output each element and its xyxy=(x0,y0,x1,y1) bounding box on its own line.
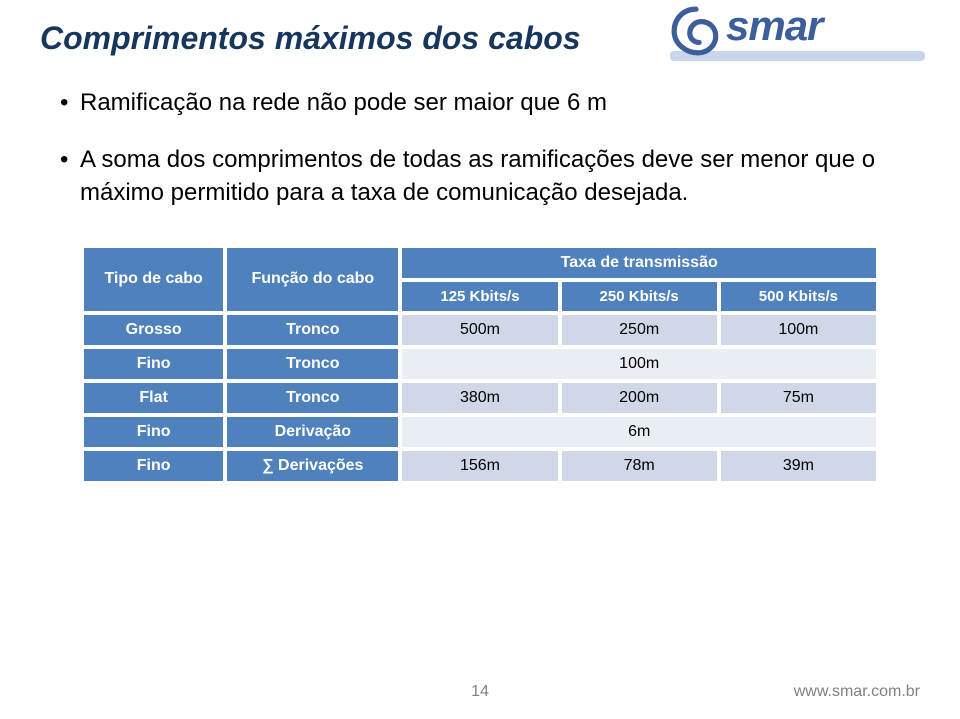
cell-val: 156m xyxy=(400,449,559,483)
cell-funcao: ∑ Derivações xyxy=(225,449,400,483)
cell-val: 39m xyxy=(719,449,878,483)
cell-val: 78m xyxy=(560,449,719,483)
cell-val: 75m xyxy=(719,381,878,415)
cell-tipo: Grosso xyxy=(82,313,225,347)
col-tipo: Tipo de cabo xyxy=(82,246,225,313)
cell-tipo: Fino xyxy=(82,347,225,381)
cell-val: 380m xyxy=(400,381,559,415)
slide: smar Comprimentos máximos dos cabos Rami… xyxy=(0,0,960,719)
logo-swirl-icon xyxy=(670,5,722,57)
bullet-item: A soma dos comprimentos de todas as rami… xyxy=(60,144,920,209)
rate-500: 500 Kbits/s xyxy=(719,280,878,313)
cell-funcao: Derivação xyxy=(225,415,400,449)
cell-val: 100m xyxy=(400,347,878,381)
data-table: Tipo de cabo Função do cabo Taxa de tran… xyxy=(80,244,880,485)
bullet-item: Ramificação na rede não pode ser maior q… xyxy=(60,87,920,119)
footer-url: www.smar.com.br xyxy=(794,683,920,701)
cell-tipo: Flat xyxy=(82,381,225,415)
bullet-list: Ramificação na rede não pode ser maior q… xyxy=(60,87,920,209)
cell-funcao: Tronco xyxy=(225,347,400,381)
cell-val: 100m xyxy=(719,313,878,347)
col-funcao: Função do cabo xyxy=(225,246,400,313)
cell-val: 250m xyxy=(560,313,719,347)
logo: smar xyxy=(670,5,925,60)
cell-val: 200m xyxy=(560,381,719,415)
cell-val: 500m xyxy=(400,313,559,347)
rate-125: 125 Kbits/s xyxy=(400,280,559,313)
logo-text: smar xyxy=(726,2,822,50)
cell-tipo: Fino xyxy=(82,449,225,483)
table-wrap: Tipo de cabo Função do cabo Taxa de tran… xyxy=(80,244,880,485)
cell-funcao: Tronco xyxy=(225,381,400,415)
col-taxa: Taxa de transmissão xyxy=(400,246,878,280)
cell-val: 6m xyxy=(400,415,878,449)
rate-250: 250 Kbits/s xyxy=(560,280,719,313)
cell-funcao: Tronco xyxy=(225,313,400,347)
cell-tipo: Fino xyxy=(82,415,225,449)
